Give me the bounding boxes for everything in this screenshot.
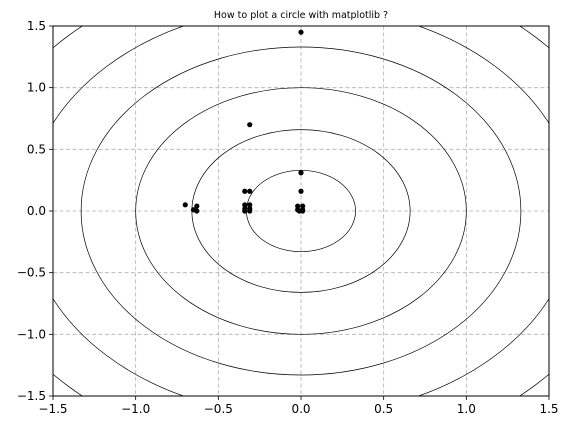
y-tick-label: −1.5 — [17, 389, 46, 403]
x-tick-label: −1.0 — [121, 402, 150, 416]
y-tick-label: −1.0 — [17, 327, 46, 341]
x-tick-label: 0.0 — [291, 402, 310, 416]
y-axis: 1.5 1.0 0.5 0.0 −0.5 −1.0 −1.5 — [17, 19, 53, 403]
chart-title: How to plot a circle with matplotlib ? — [214, 10, 388, 21]
scatter-points — [182, 29, 306, 214]
y-tick-label: −0.5 — [17, 266, 46, 280]
data-point — [247, 202, 253, 208]
y-tick-label: 0.5 — [27, 142, 46, 156]
x-tick-label: 0.5 — [374, 402, 393, 416]
y-tick-label: 1.5 — [27, 19, 46, 33]
data-point — [242, 188, 248, 194]
x-axis: −1.5 −1.0 −0.5 0.0 0.5 1.0 1.5 — [38, 396, 559, 416]
x-tick-label: −0.5 — [204, 402, 233, 416]
data-point — [194, 203, 200, 209]
data-point — [242, 208, 248, 214]
data-point — [298, 29, 304, 35]
data-point — [298, 188, 304, 194]
y-tick-label: 0.0 — [27, 204, 46, 218]
contour-circle — [80, 46, 522, 376]
data-point — [194, 208, 200, 214]
y-tick-label: 1.0 — [27, 81, 46, 95]
x-tick-label: 1.0 — [457, 402, 476, 416]
contour-circle — [135, 87, 467, 335]
x-tick-label: −1.5 — [38, 402, 67, 416]
data-point — [247, 208, 253, 214]
data-point — [247, 122, 253, 128]
data-point — [300, 203, 306, 209]
data-point — [242, 202, 248, 208]
data-point — [295, 203, 301, 209]
data-point — [298, 170, 304, 176]
data-point — [182, 202, 188, 208]
data-point — [247, 188, 253, 194]
x-tick-label: 1.5 — [539, 402, 558, 416]
data-point — [300, 208, 306, 214]
